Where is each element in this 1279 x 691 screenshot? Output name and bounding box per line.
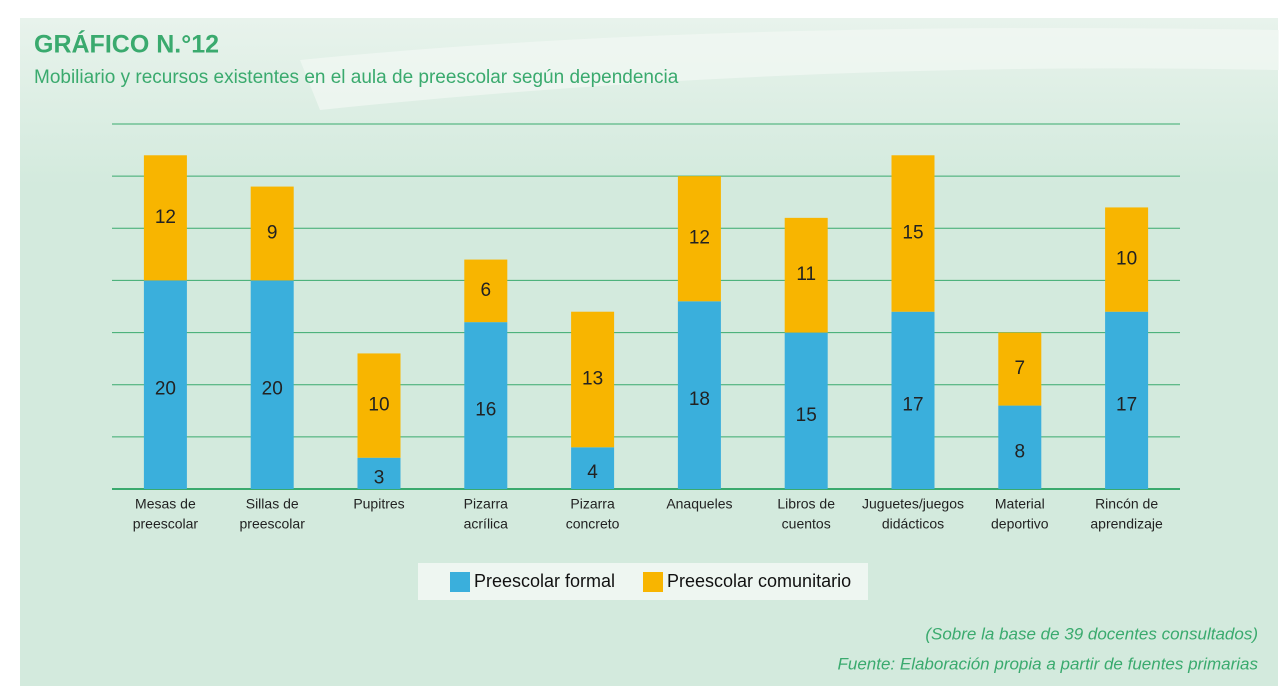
bar-segment — [784, 332, 828, 489]
data-label: 12 — [689, 228, 710, 249]
x-tick-label: Pupitres — [353, 496, 404, 512]
x-tick-label: Juguetes/juegos — [862, 496, 964, 512]
x-tick-label: preescolar — [240, 516, 306, 532]
bar-segment — [1105, 311, 1149, 489]
data-label: 17 — [902, 394, 923, 415]
x-tick-label: preescolar — [133, 516, 199, 532]
x-tick-label: Pizarra — [570, 496, 615, 512]
data-label: 8 — [1015, 441, 1026, 462]
bar-segment — [998, 405, 1042, 489]
data-label: 12 — [155, 207, 176, 228]
bar-segment — [250, 186, 294, 281]
bar-segment — [677, 176, 721, 302]
bar-segment — [464, 322, 508, 489]
x-tick-label: Libros de — [777, 496, 835, 512]
bar-segment — [143, 280, 187, 489]
legend-swatch — [450, 572, 470, 592]
x-tick-label: Mesas de — [135, 496, 196, 512]
bar-segment — [784, 217, 828, 333]
data-label: 16 — [475, 400, 496, 421]
x-tick-label: Pizarra — [464, 496, 509, 512]
source-note: Fuente: Elaboración propia a partir de f… — [837, 654, 1258, 673]
bar-segment — [571, 447, 615, 489]
x-tick-label: deportivo — [991, 516, 1049, 532]
data-label: 10 — [1116, 249, 1137, 270]
legend-label: Preescolar formal — [474, 571, 615, 591]
bar-segment — [357, 457, 401, 489]
data-label: 20 — [155, 379, 176, 400]
data-label: 10 — [368, 395, 389, 416]
bar-segment — [250, 280, 294, 489]
data-label: 3 — [374, 467, 385, 488]
legend-swatch — [643, 572, 663, 592]
chart-title: GRÁFICO N.°12 — [34, 30, 219, 59]
data-label: 20 — [262, 379, 283, 400]
bar-segment — [571, 311, 615, 448]
data-label: 9 — [267, 223, 278, 244]
bar-segment — [891, 311, 935, 489]
data-label: 13 — [582, 369, 603, 390]
bar-segment — [891, 155, 935, 312]
x-tick-label: Rincón de — [1095, 496, 1158, 512]
data-label: 11 — [796, 264, 816, 285]
data-label: 15 — [796, 405, 817, 426]
x-tick-label: cuentos — [782, 516, 831, 532]
data-label: 15 — [902, 223, 923, 244]
data-label: 4 — [587, 462, 598, 483]
x-tick-label: didácticos — [882, 516, 944, 532]
x-tick-label: aprendizaje — [1090, 516, 1163, 532]
brush-stroke — [300, 28, 1279, 110]
bar-segment — [143, 155, 187, 281]
data-label: 17 — [1116, 394, 1137, 415]
bar-segment — [357, 353, 401, 458]
bar-segment — [998, 332, 1042, 406]
x-tick-label: Anaqueles — [666, 496, 732, 512]
x-tick-label: concreto — [566, 516, 620, 532]
bar-segment — [464, 259, 508, 323]
bar-segment — [677, 301, 721, 489]
note: (Sobre la base de 39 docentes consultado… — [925, 624, 1258, 643]
legend-label: Preescolar comunitario — [667, 571, 851, 591]
x-tick-label: Material — [995, 496, 1045, 512]
x-tick-label: Sillas de — [246, 496, 299, 512]
x-tick-label: acrílica — [464, 516, 509, 532]
data-label: 7 — [1015, 358, 1026, 379]
data-label: 18 — [689, 389, 710, 410]
bar-segment — [1105, 207, 1149, 312]
data-label: 6 — [481, 280, 492, 301]
chart-subtitle: Mobiliario y recursos existentes en el a… — [34, 67, 679, 88]
